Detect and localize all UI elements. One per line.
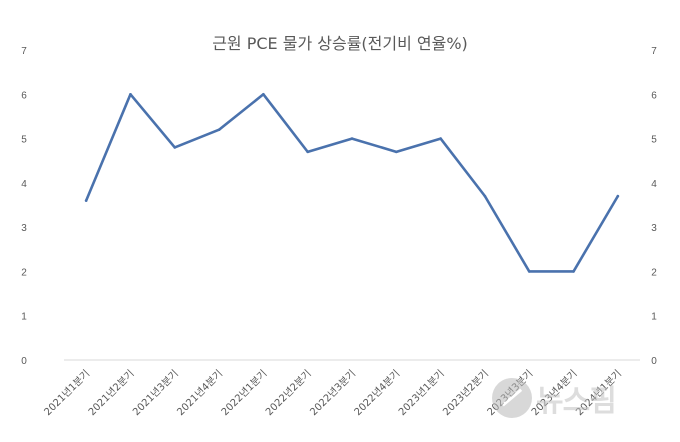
data-point xyxy=(572,270,575,273)
watermark: 뉴스핌 xyxy=(492,376,617,420)
chart-title: 근원 PCE 물가 상승률(전기비 연율%) xyxy=(212,34,468,53)
y-tick-label-left: 7 xyxy=(21,46,27,57)
y-tick-label-right: 7 xyxy=(651,46,657,57)
y-tick-label-left: 4 xyxy=(21,179,27,190)
y-tick-label-left: 5 xyxy=(21,135,27,146)
data-point xyxy=(217,128,221,132)
y-tick-label-right: 2 xyxy=(651,267,657,278)
y-tick-label-right: 4 xyxy=(651,179,657,190)
y-tick-label-left: 0 xyxy=(21,356,27,367)
x-tick-label: 2023년2분기 xyxy=(441,368,492,419)
data-point xyxy=(616,194,620,198)
x-tick-label: 2022년3분기 xyxy=(308,368,359,419)
newspim-logo-icon xyxy=(492,378,532,418)
watermark-text: 뉴스핌 xyxy=(536,384,617,419)
y-tick-label-right: 5 xyxy=(651,135,657,146)
data-point xyxy=(527,270,531,273)
data-point xyxy=(439,137,442,140)
y-tick-label-right: 3 xyxy=(651,223,657,234)
y-tick-label-left: 6 xyxy=(21,90,27,101)
y-tick-label-left: 1 xyxy=(21,312,27,323)
x-tick-label: 2022년1분기 xyxy=(219,368,270,419)
y-tick-label-left: 3 xyxy=(21,223,27,234)
y-tick-label-right: 1 xyxy=(651,312,657,323)
data-point xyxy=(350,137,354,140)
x-tick-label: 2021년3분기 xyxy=(130,368,181,419)
x-tick-label: 2021년4분기 xyxy=(175,368,226,419)
data-point xyxy=(395,150,398,154)
y-tick-label-left: 2 xyxy=(21,267,27,278)
y-tick-label-right: 6 xyxy=(651,90,657,101)
data-point xyxy=(483,194,487,198)
data-point xyxy=(84,199,88,202)
series-line xyxy=(84,92,620,273)
data-point xyxy=(129,92,132,96)
x-tick-label: 2022년4분기 xyxy=(352,368,403,419)
x-tick-label: 2023년1분기 xyxy=(396,368,447,419)
x-tick-label: 2022년2분기 xyxy=(263,368,314,419)
x-tick-label: 2021년2분기 xyxy=(86,368,137,419)
data-point xyxy=(306,150,309,154)
data-point xyxy=(262,92,265,96)
x-tick-label: 2021년1분기 xyxy=(42,368,93,419)
data-point xyxy=(173,146,177,149)
y-tick-label-right: 0 xyxy=(651,356,657,367)
